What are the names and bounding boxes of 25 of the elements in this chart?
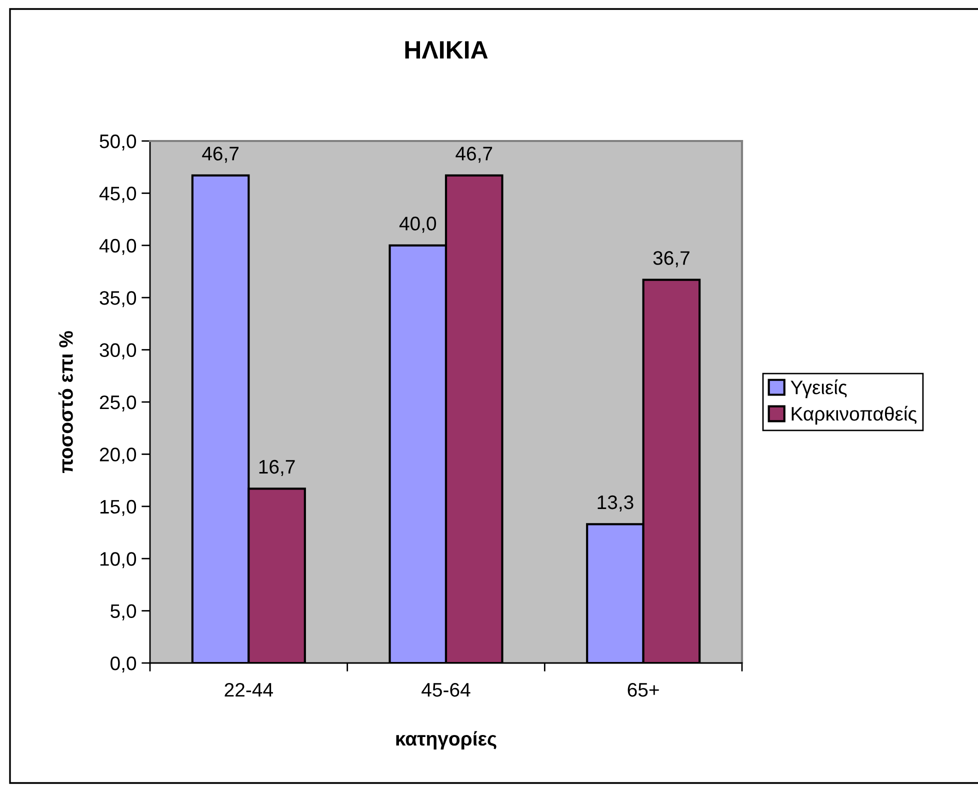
x-tick-label: 22-44 [224, 682, 273, 697]
y-tick-label: 35,0 [100, 291, 136, 308]
x-tick-label: 45-64 [422, 682, 470, 697]
x-tick-label: 65+ [628, 682, 659, 697]
y-tick-label: 0,0 [110, 656, 136, 673]
y-tick-label: 10,0 [100, 552, 136, 568]
y-tick-label: 45,0 [99, 186, 136, 203]
data-label: 13,3 [598, 495, 634, 512]
data-label: 46,7 [456, 146, 492, 163]
y-tick-label: 30,0 [100, 343, 136, 360]
y-axis-title: ποσοστό επι % [58, 331, 73, 474]
y-tick-label: 40,0 [99, 238, 136, 255]
y-tick-label: 50,0 [100, 134, 136, 151]
data-label: 40,0 [399, 216, 436, 233]
y-tick-label: 25,0 [100, 395, 136, 412]
chart-title: ΗΛΙΚΙΑ [405, 41, 488, 58]
x-axis-title: κατηγορίες [396, 731, 496, 750]
data-label: 16,7 [259, 460, 295, 476]
y-tick-label: 20,0 [100, 448, 136, 464]
data-label: 36,7 [653, 251, 690, 268]
data-label: 46,7 [202, 146, 238, 163]
y-tick-label: 15,0 [100, 500, 136, 516]
legend-label: Καρκινοπαθείς [792, 406, 917, 425]
legend-label: Υγειείς [790, 379, 847, 398]
y-tick-label: 5,0 [110, 604, 136, 620]
